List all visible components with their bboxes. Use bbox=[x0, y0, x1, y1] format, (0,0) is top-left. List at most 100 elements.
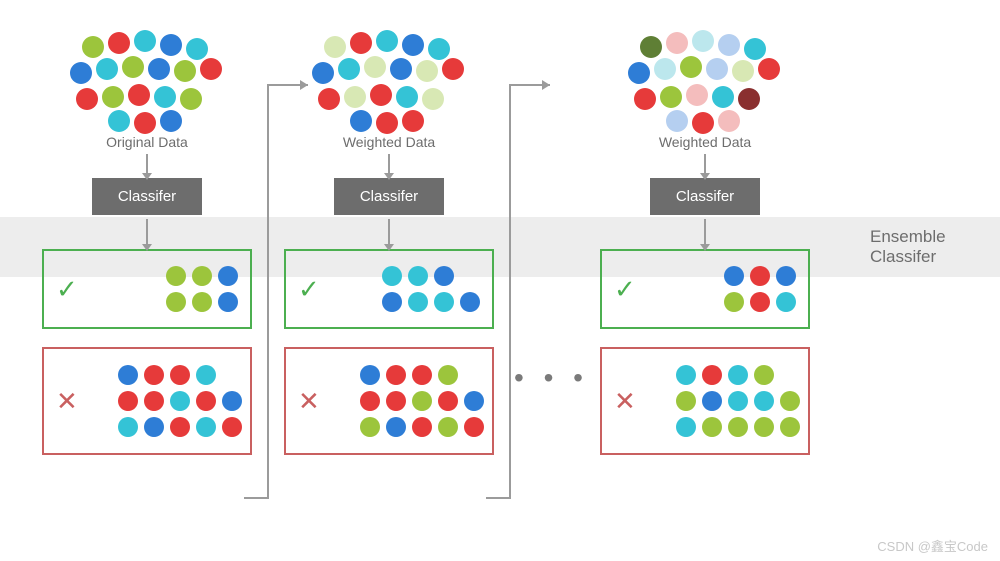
cluster-point bbox=[692, 112, 714, 134]
cluster-point bbox=[634, 88, 656, 110]
cluster-point bbox=[96, 58, 118, 80]
cluster-point bbox=[344, 86, 366, 108]
cluster-point bbox=[108, 32, 130, 54]
ensemble-label: Ensemble Classifer bbox=[870, 227, 946, 267]
arrow-down-icon bbox=[704, 154, 706, 174]
cluster-point bbox=[628, 62, 650, 84]
data-point bbox=[676, 391, 696, 411]
data-point bbox=[724, 266, 744, 286]
cluster-point bbox=[180, 88, 202, 110]
correct-box: ✓ bbox=[600, 249, 810, 329]
data-point bbox=[192, 292, 212, 312]
data-point bbox=[412, 365, 432, 385]
dot-row bbox=[382, 266, 480, 286]
data-point bbox=[438, 365, 458, 385]
data-point bbox=[464, 417, 484, 437]
cluster-point bbox=[174, 60, 196, 82]
data-cluster bbox=[304, 28, 474, 128]
data-point bbox=[676, 365, 696, 385]
cluster-point bbox=[76, 88, 98, 110]
data-point bbox=[166, 292, 186, 312]
cluster-point bbox=[428, 38, 450, 60]
dot-row bbox=[676, 391, 800, 411]
cluster-point bbox=[160, 110, 182, 132]
cluster-point bbox=[102, 86, 124, 108]
cluster-point bbox=[396, 86, 418, 108]
dot-grid bbox=[382, 266, 480, 312]
cluster-point bbox=[712, 86, 734, 108]
cluster-point bbox=[200, 58, 222, 80]
data-point bbox=[118, 417, 138, 437]
data-point bbox=[780, 417, 800, 437]
data-label: Original Data bbox=[106, 134, 188, 150]
cluster-point bbox=[718, 110, 740, 132]
data-point bbox=[702, 365, 722, 385]
data-point bbox=[170, 365, 190, 385]
data-point bbox=[776, 266, 796, 286]
cluster-point bbox=[148, 58, 170, 80]
cluster-point bbox=[160, 34, 182, 56]
dot-row bbox=[676, 417, 800, 437]
cluster-point bbox=[390, 58, 412, 80]
cluster-point bbox=[640, 36, 662, 58]
data-point bbox=[460, 292, 480, 312]
data-point bbox=[386, 391, 406, 411]
data-point bbox=[780, 391, 800, 411]
data-point bbox=[754, 365, 774, 385]
dot-row bbox=[676, 365, 800, 385]
cluster-point bbox=[154, 86, 176, 108]
cluster-point bbox=[680, 56, 702, 78]
check-icon: ✓ bbox=[56, 276, 78, 302]
cluster-point bbox=[442, 58, 464, 80]
data-point bbox=[386, 365, 406, 385]
data-point bbox=[170, 417, 190, 437]
cluster-point bbox=[718, 34, 740, 56]
cluster-point bbox=[416, 60, 438, 82]
data-point bbox=[702, 417, 722, 437]
correct-box: ✓ bbox=[284, 249, 494, 329]
ensemble-label-line1: Ensemble bbox=[870, 227, 946, 247]
arrow-down-icon bbox=[704, 219, 706, 245]
dot-row bbox=[724, 292, 796, 312]
data-point bbox=[750, 266, 770, 286]
dot-row bbox=[166, 266, 238, 286]
data-point bbox=[438, 391, 458, 411]
dot-row bbox=[360, 391, 484, 411]
dot-row bbox=[724, 266, 796, 286]
data-point bbox=[196, 365, 216, 385]
dot-row bbox=[166, 292, 238, 312]
classifier-box: Classifer bbox=[92, 178, 202, 215]
cluster-point bbox=[324, 36, 346, 58]
data-point bbox=[728, 391, 748, 411]
data-point bbox=[754, 391, 774, 411]
data-point bbox=[144, 365, 164, 385]
dot-grid bbox=[118, 365, 242, 437]
dot-row bbox=[118, 417, 242, 437]
cluster-point bbox=[744, 38, 766, 60]
data-point bbox=[118, 365, 138, 385]
data-point bbox=[408, 292, 428, 312]
cluster-point bbox=[364, 56, 386, 78]
data-point bbox=[750, 292, 770, 312]
data-point bbox=[776, 292, 796, 312]
dot-row bbox=[360, 417, 484, 437]
cluster-point bbox=[660, 86, 682, 108]
cluster-point bbox=[738, 88, 760, 110]
dot-row bbox=[360, 365, 484, 385]
dot-grid bbox=[724, 266, 796, 312]
ensemble-label-line2: Classifer bbox=[870, 247, 946, 267]
data-point bbox=[360, 417, 380, 437]
cluster-point bbox=[422, 88, 444, 110]
data-point bbox=[196, 417, 216, 437]
data-point bbox=[360, 365, 380, 385]
data-point bbox=[702, 391, 722, 411]
cross-icon: ✕ bbox=[56, 388, 78, 414]
data-point bbox=[170, 391, 190, 411]
dot-row bbox=[382, 292, 480, 312]
cluster-point bbox=[122, 56, 144, 78]
cluster-point bbox=[692, 30, 714, 52]
data-point bbox=[192, 266, 212, 286]
data-cluster bbox=[620, 28, 790, 128]
check-icon: ✓ bbox=[298, 276, 320, 302]
data-point bbox=[412, 417, 432, 437]
